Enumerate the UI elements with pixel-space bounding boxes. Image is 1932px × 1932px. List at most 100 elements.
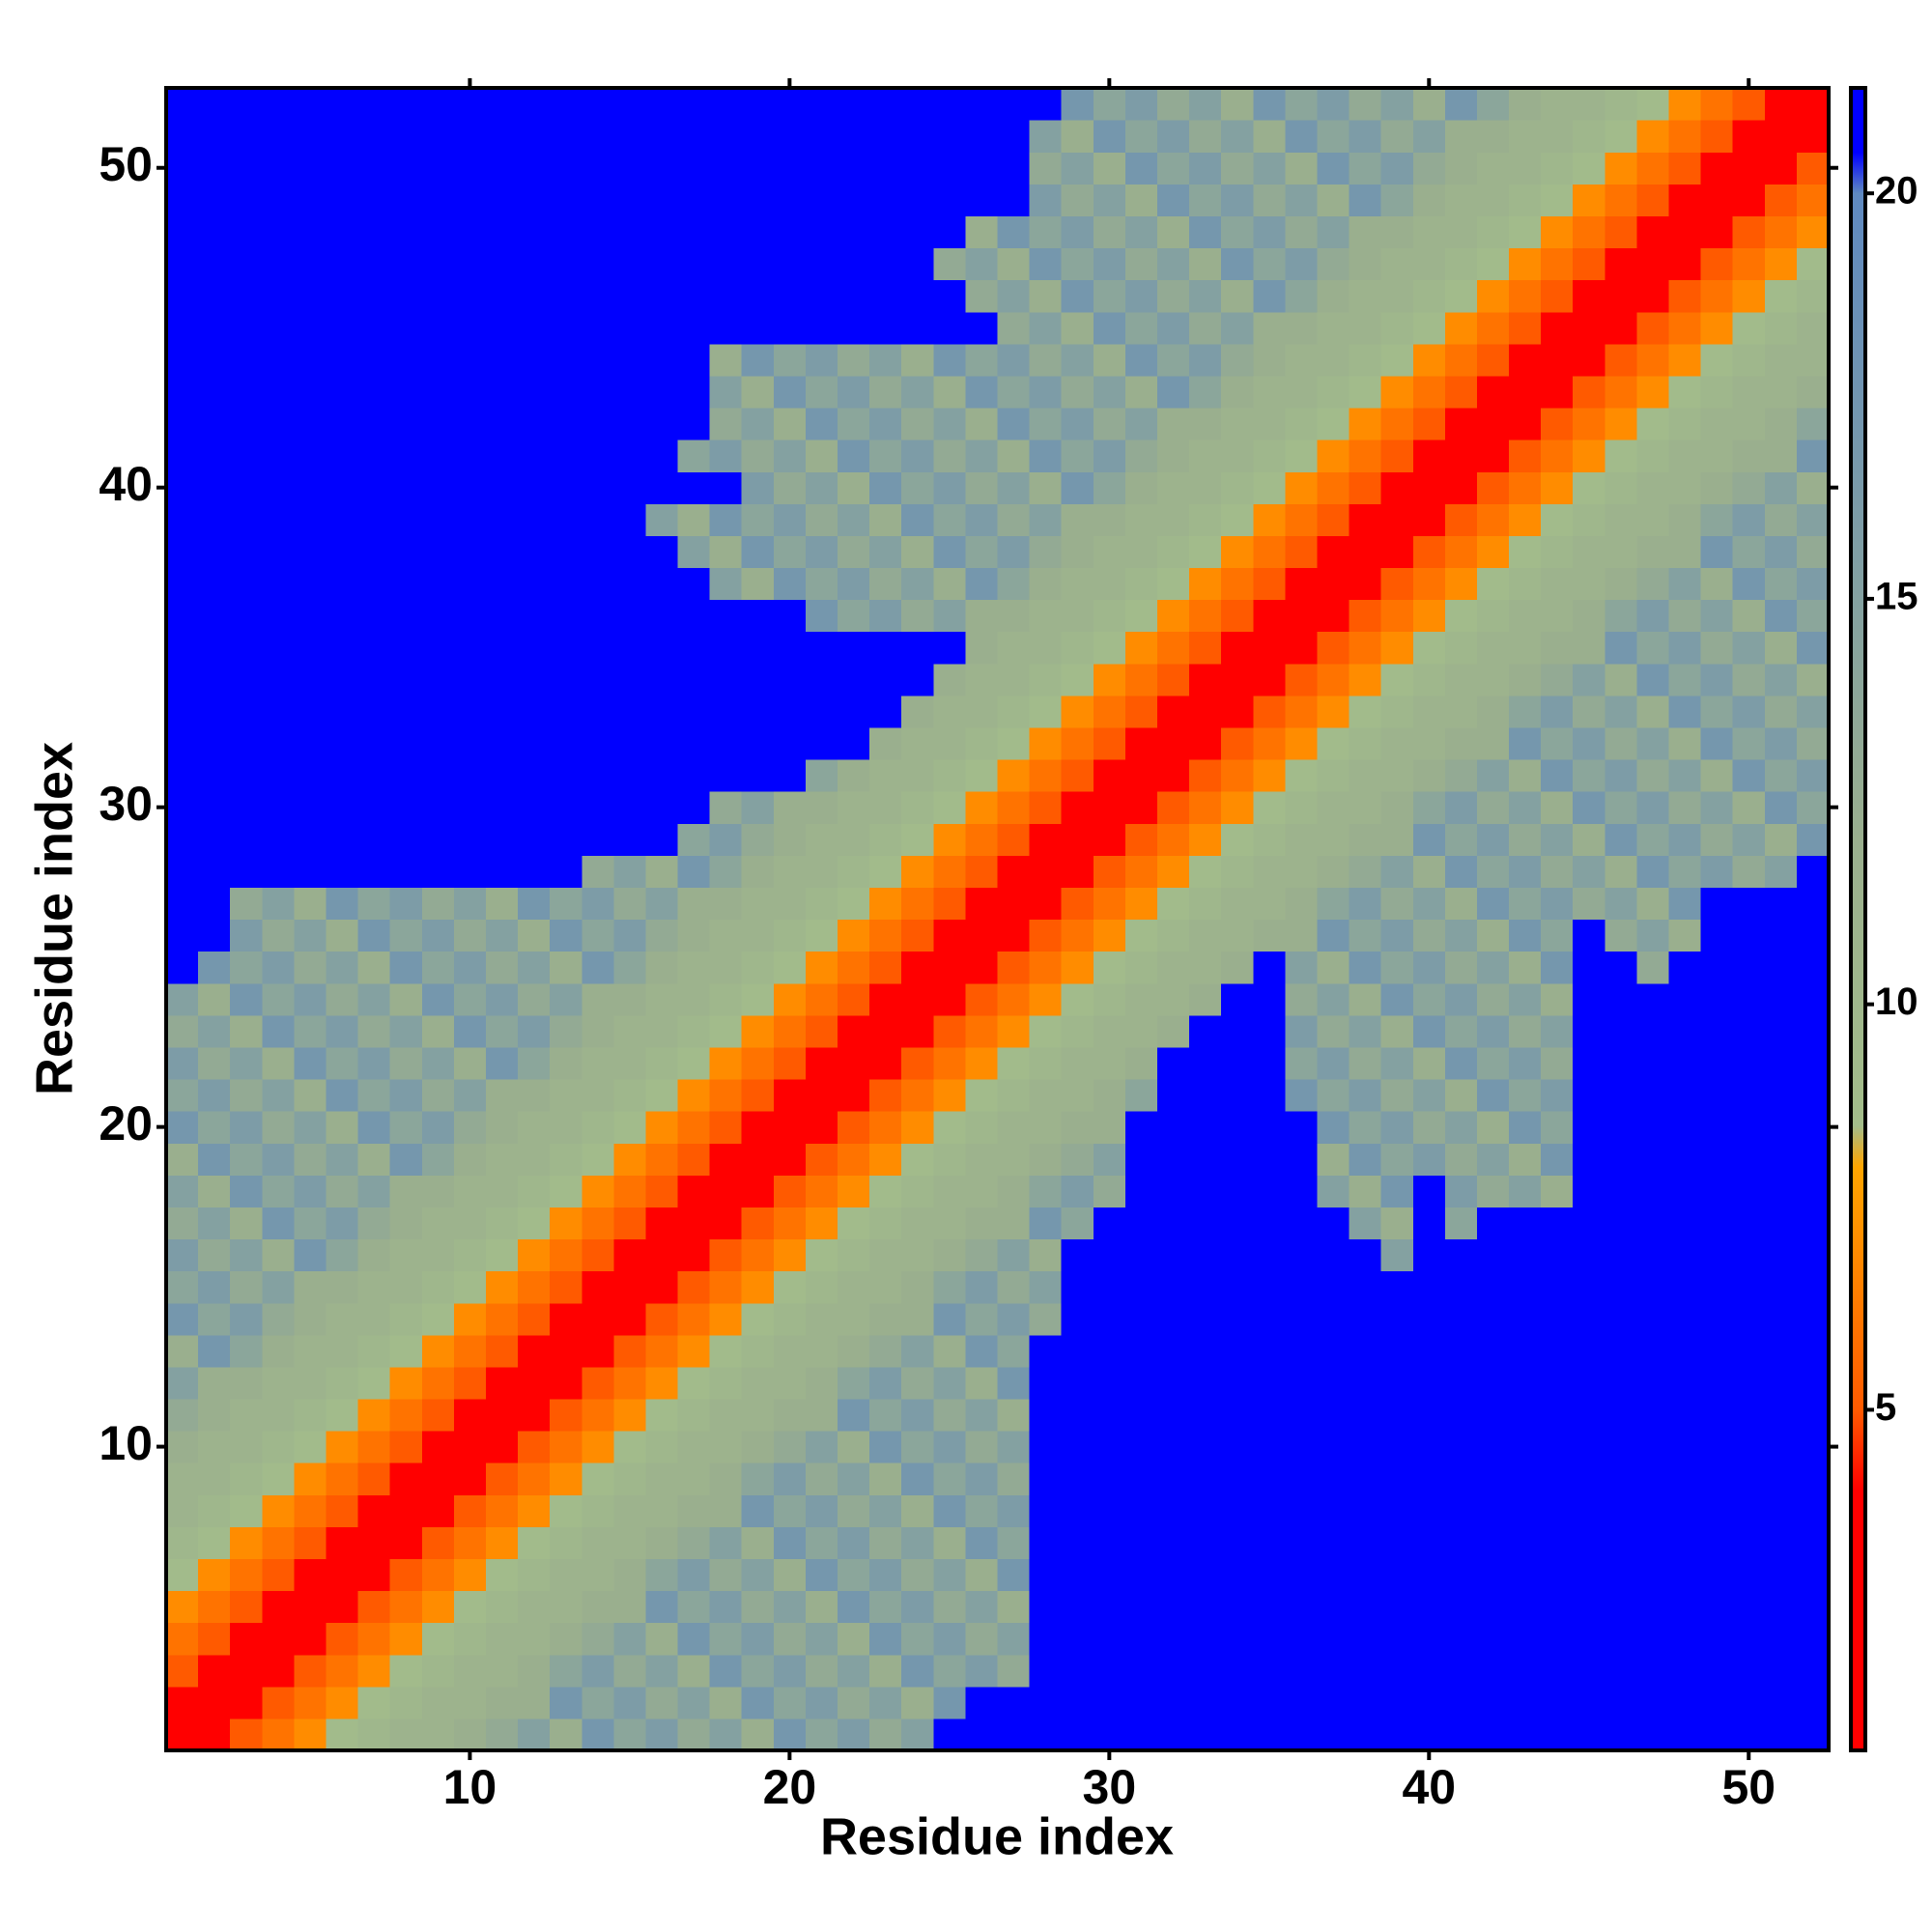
heatmap-cell [357,1046,391,1080]
heatmap-cell [1317,184,1350,216]
heatmap-cell [1093,1590,1126,1624]
heatmap-cell [1380,567,1414,601]
heatmap-cell [421,695,455,728]
heatmap-cell [198,1143,231,1176]
heatmap-cell [1573,1078,1605,1112]
heatmap-cell [901,1238,934,1272]
heatmap-cell [1796,1494,1830,1527]
heatmap-cell [357,982,391,1016]
heatmap-cell [1636,1366,1670,1400]
heatmap-cell [741,631,775,665]
heatmap-cell [230,919,263,952]
heatmap-cell [1764,503,1798,536]
heatmap-cell [1412,440,1446,472]
heatmap-cell [838,726,870,760]
heatmap-cell [326,1398,359,1432]
heatmap-cell [389,887,423,921]
heatmap-cell [1093,663,1126,696]
heatmap-cell [582,855,614,889]
heatmap-cell [741,1622,775,1656]
heatmap-cell [997,1463,1031,1495]
heatmap-cell [1317,759,1350,792]
heatmap-cell [1764,599,1798,633]
heatmap-cell [709,1686,743,1719]
heatmap-cell [997,951,1031,984]
heatmap-cell [326,726,359,760]
heatmap-cell [1541,791,1574,824]
heatmap-cell [1636,88,1670,121]
heatmap-cell [198,823,231,856]
heatmap-cell [1156,1686,1190,1719]
heatmap-cell [1509,823,1542,856]
heatmap-cell [901,855,934,889]
heatmap-cell [198,631,231,665]
heatmap-cell [1221,440,1254,472]
heatmap-cell [869,1463,902,1495]
heatmap-cell [1573,1494,1605,1527]
heatmap-cell [1732,887,1766,921]
y-tick-label: 50 [99,137,153,191]
heatmap-cell [741,407,775,440]
heatmap-cell [901,887,934,921]
heatmap-cell [1221,663,1254,696]
heatmap-cell [1668,1558,1702,1592]
heatmap-cell [1573,1302,1605,1336]
heatmap-cell [1509,343,1542,377]
heatmap-cell [1380,311,1414,345]
heatmap-cell [1732,215,1766,249]
heatmap-cell [1349,1014,1382,1048]
heatmap-cell [1285,823,1319,856]
heatmap-cell [326,1366,359,1400]
heatmap-cell [1476,1270,1510,1304]
heatmap-cell [1764,471,1798,504]
heatmap-cell [965,919,999,952]
heatmap-cell [1700,1014,1734,1048]
heatmap-cell [613,631,647,665]
heatmap-cell [421,440,455,472]
heatmap-cell [838,407,870,440]
heatmap-cell [262,1175,295,1208]
heatmap-cell [838,1334,870,1368]
heatmap-cell [1444,726,1478,760]
heatmap-cell [518,791,551,824]
heatmap-cell [1636,599,1670,633]
heatmap-cell [1764,1431,1798,1463]
heatmap-cell [933,631,967,665]
heatmap-cell [389,599,423,633]
heatmap-cell [1444,279,1478,313]
heatmap-cell [1061,1686,1094,1719]
heatmap-cell [1668,951,1702,984]
heatmap-cell [645,1431,679,1463]
heatmap-cell [1573,1686,1605,1719]
heatmap-cell [1029,919,1063,952]
heatmap-cell [869,599,902,633]
heatmap-cell [709,1590,743,1624]
heatmap-cell [1189,407,1222,440]
heatmap-cell [838,440,870,472]
heatmap-cell [421,1302,455,1336]
heatmap-cell [838,663,870,696]
heatmap-cell [838,1143,870,1176]
heatmap-cell [1029,215,1063,249]
heatmap-cell [550,1526,582,1560]
heatmap-cell [677,567,711,601]
heatmap-cell [453,695,487,728]
heatmap-cell [1605,1398,1638,1432]
heatmap-cell [326,375,359,409]
heatmap-cell [262,503,295,536]
heatmap-cell [838,1654,870,1688]
heatmap-cell [166,1046,199,1080]
heatmap-cell [1156,663,1190,696]
heatmap-cell [326,1463,359,1495]
heatmap-cell [1061,1463,1094,1495]
heatmap-cell [645,152,679,185]
heatmap-cell [1732,567,1766,601]
heatmap-cell [1317,1431,1350,1463]
heatmap-cell [166,1398,199,1432]
heatmap-cell [613,1431,647,1463]
heatmap-cell [645,1463,679,1495]
heatmap-cell [262,311,295,345]
heatmap-cell [933,1270,967,1304]
heatmap-cell [741,791,775,824]
heatmap-cell [582,1686,614,1719]
